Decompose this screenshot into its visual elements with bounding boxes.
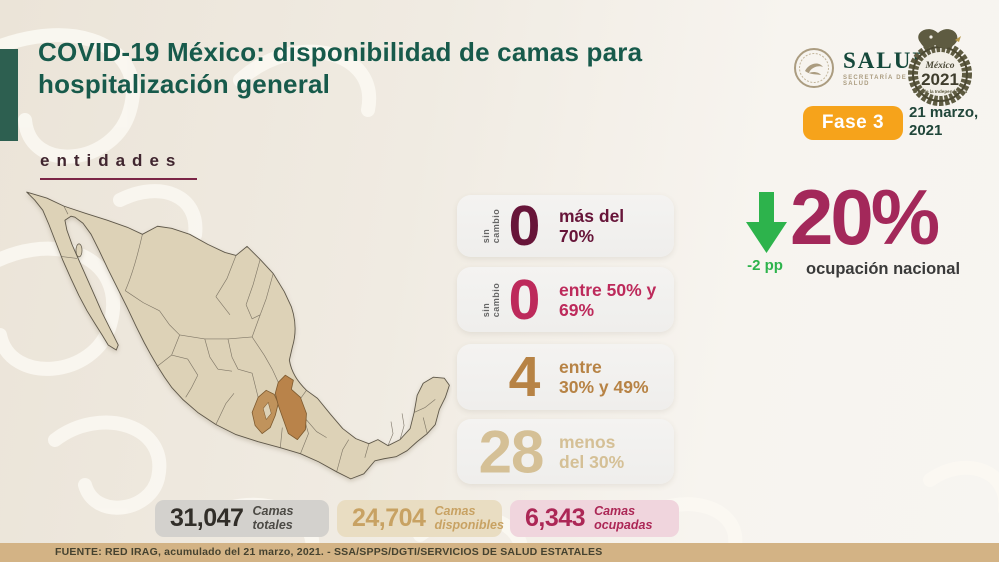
card-label-line1: entre 50% y — [559, 279, 657, 300]
card-label-line2: 69% — [559, 299, 595, 320]
island — [75, 243, 83, 258]
cdmx-cutout — [262, 401, 272, 421]
occupied-beds-label: Camas ocupadas — [594, 504, 653, 532]
card-label: entre 30% y 49% — [559, 357, 649, 397]
total-beds-label: Camas totales — [252, 504, 294, 532]
national-delta: -2 pp — [747, 257, 783, 274]
card-label: menos del 30% — [559, 431, 624, 471]
card-label: entre 50% y 69% — [559, 279, 656, 319]
salud-seal-icon — [794, 48, 834, 88]
card-label-line1: menos — [559, 431, 616, 452]
card-value: 0 — [508, 194, 541, 258]
card-label-line2: 30% y 49% — [559, 377, 649, 397]
available-beds-pill: 24,704 Camas disponibles — [337, 500, 504, 537]
highlight-state-right — [274, 374, 307, 441]
salud-logo: SALUD SECRETARÍA DE SALUD — [793, 42, 931, 94]
salud-wordmark: SALUD — [843, 48, 931, 73]
svg-text:México: México — [924, 61, 954, 71]
date-line2: 2021 — [909, 122, 943, 139]
card-label-line1: entre — [559, 356, 602, 377]
svg-text:Año de la Independencia: Año de la Independencia — [913, 89, 968, 94]
salud-wordmark-block: SALUD SECRETARÍA DE SALUD — [843, 49, 931, 87]
card-entre-30-49: 4 entre 30% y 49% — [457, 344, 674, 410]
card-value: 28 — [478, 418, 545, 485]
section-label-entidades: entidades — [40, 151, 183, 170]
card-label-line1: más del — [559, 205, 625, 226]
highlighted-states — [251, 374, 307, 441]
svg-text:2021: 2021 — [921, 70, 959, 89]
page-title: COVID-19 México: disponibilidad de camas… — [38, 37, 643, 100]
card-label: más del 70% — [559, 206, 624, 246]
card-menos-del-30: 28 menos del 30% — [457, 418, 674, 485]
available-beds-value: 24,704 — [352, 504, 426, 532]
card-mas-del-70: sin cambio 0 más del 70% — [457, 194, 674, 258]
card-label-line2: 70% — [559, 226, 595, 246]
national-occupancy-label: ocupación nacional — [806, 260, 961, 278]
card-value: 4 — [508, 345, 541, 409]
card-label-line2: del 30% — [559, 451, 625, 472]
date-label: 21 marzo, 2021 — [909, 104, 978, 140]
total-beds-pill: 31,047 Camas totales — [155, 500, 329, 537]
down-arrow-icon — [746, 192, 787, 253]
mexico-map — [18, 186, 452, 498]
state-borders — [60, 205, 436, 472]
occupied-beds-pill: 6,343 Camas ocupadas — [510, 500, 679, 537]
mexico-2021-logo: México 2021 Año de la Independencia — [908, 29, 972, 106]
accent-bar — [0, 49, 18, 141]
card-entre-50-69: sin cambio 0 entre 50% y 69% — [457, 267, 674, 332]
section-underline — [40, 178, 197, 180]
available-beds-label: Camas disponibles — [434, 504, 504, 532]
salud-subtitle: SECRETARÍA DE SALUD — [843, 75, 907, 87]
total-beds-value: 31,047 — [170, 504, 244, 532]
card-value: 0 — [508, 267, 541, 332]
mexico-landmass — [26, 191, 450, 480]
source-footer: FUENTE: RED IRAG, acumulado del 21 marzo… — [0, 543, 999, 562]
national-occupancy-value: 20% — [790, 173, 940, 261]
date-line1: 21 marzo, — [909, 104, 979, 121]
occupied-beds-value: 6,343 — [525, 504, 586, 532]
fase-badge: Fase 3 — [803, 106, 903, 140]
